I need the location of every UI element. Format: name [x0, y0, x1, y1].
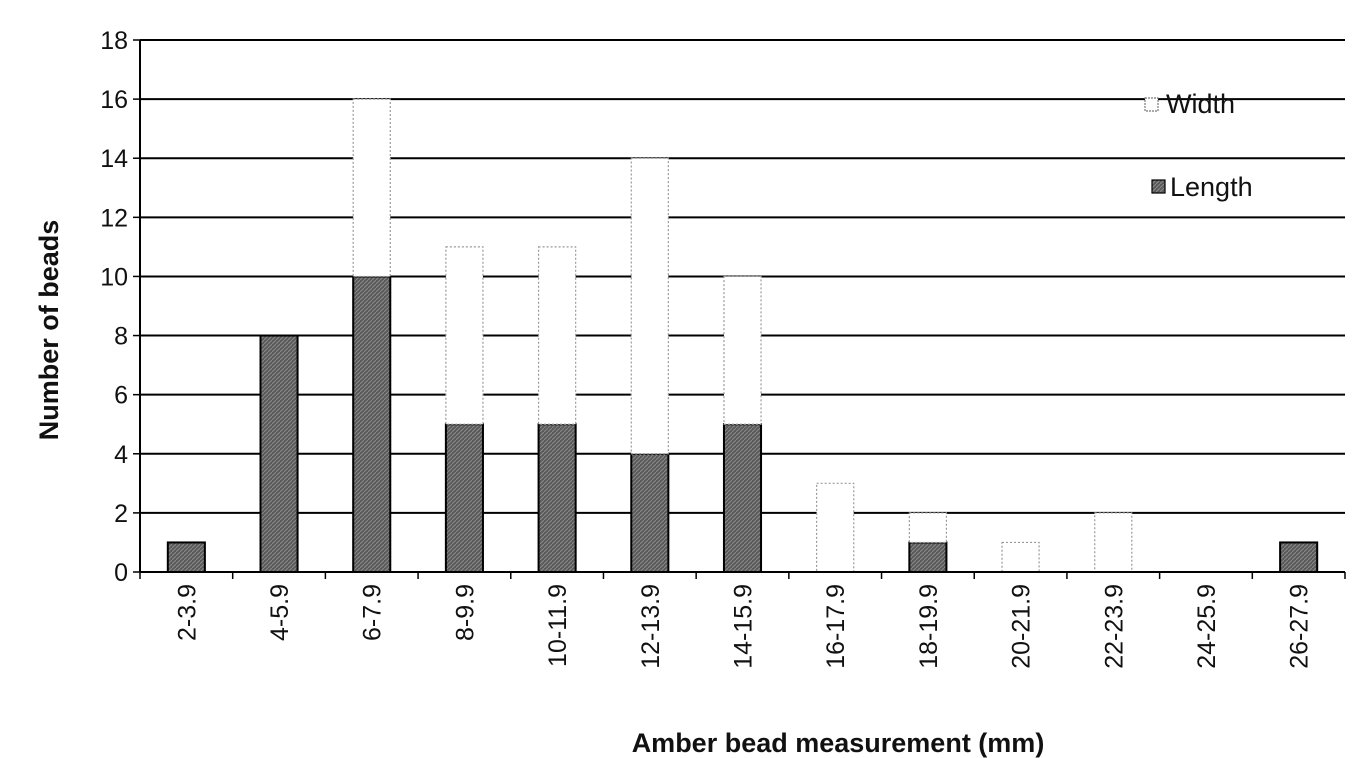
bar-width-8-9.9 [445, 246, 484, 425]
bar-width-20-21.9 [1001, 541, 1040, 573]
bar-length-8-9.9 [444, 423, 484, 573]
y-tick-label-8: 8 [114, 323, 128, 351]
x-tick-label-4-5.9: 4-5.9 [266, 584, 294, 641]
bar-width-12-13.9 [630, 157, 669, 455]
x-tick-label-10-11.9: 10-11.9 [544, 584, 572, 667]
legend-length-swatch [1151, 179, 1166, 194]
bar-width-14-15.9 [723, 275, 762, 425]
bar-length-14-15.9 [722, 423, 763, 573]
x-tick-label-2-3.9: 2-3.9 [173, 584, 201, 641]
tick-labels: 0 2 4 6 8 10 12 14 16 18 2-3.9 4-5.9 6-7.9 8-9.9 10-11… [100, 27, 1313, 669]
bar-length-4-5.9 [259, 334, 299, 573]
y-tick-label-14: 14 [100, 145, 128, 173]
y-tick-label-12: 12 [100, 204, 128, 232]
x-tick-label-16-17.9: 16-17.9 [822, 584, 850, 669]
legend: Width Length [1144, 89, 1253, 202]
bar-width-18-19.9 [908, 512, 948, 544]
x-tick-label-24-25.9: 24-25.9 [1193, 584, 1221, 669]
y-tick-label-4: 4 [114, 441, 128, 469]
legend-width-label: Width [1166, 89, 1235, 119]
bar-length-10-11.9 [537, 423, 577, 573]
y-tick-label-6: 6 [114, 382, 128, 410]
bar-length-6-7.9 [352, 275, 392, 573]
x-tick-label-26-27.9: 26-27.9 [1286, 584, 1314, 669]
x-tick-label-22-23.9: 22-23.9 [1100, 584, 1128, 669]
x-tick-label-14-15.9: 14-15.9 [730, 584, 758, 669]
bar-length-12-13.9 [630, 452, 670, 573]
y-tick-label-18: 18 [100, 27, 128, 55]
x-tick-label-12-13.9: 12-13.9 [637, 584, 665, 669]
bar-width-10-11.9 [537, 246, 577, 425]
axes [133, 39, 1346, 579]
y-tick-label-16: 16 [100, 86, 128, 114]
bars [166, 98, 1319, 574]
y-tick-label-2: 2 [114, 500, 128, 528]
legend-width-swatch [1144, 97, 1159, 112]
x-tick-label-6-7.9: 6-7.9 [359, 584, 387, 641]
bar-length-2-3.9 [166, 541, 206, 574]
x-tick-label-8-9.9: 8-9.9 [451, 584, 479, 641]
x-tick-label-20-21.9: 20-21.9 [1008, 584, 1036, 669]
y-tick-label-10: 10 [100, 263, 128, 291]
bar-width-16-17.9 [816, 482, 855, 573]
bar-length-26-27.9 [1279, 541, 1319, 574]
bar-width-6-7.9 [352, 98, 391, 278]
x-tick-label-18-19.9: 18-19.9 [915, 584, 943, 669]
bar-width-22-23.9 [1094, 512, 1133, 573]
bar-length-18-19.9 [908, 541, 948, 574]
y-tick-label-0: 0 [114, 559, 128, 587]
x-axis-title: Amber bead measurement (mm) [632, 728, 1045, 758]
y-axis-title: Number of beads [34, 220, 64, 441]
legend-length-label: Length [1170, 172, 1253, 202]
